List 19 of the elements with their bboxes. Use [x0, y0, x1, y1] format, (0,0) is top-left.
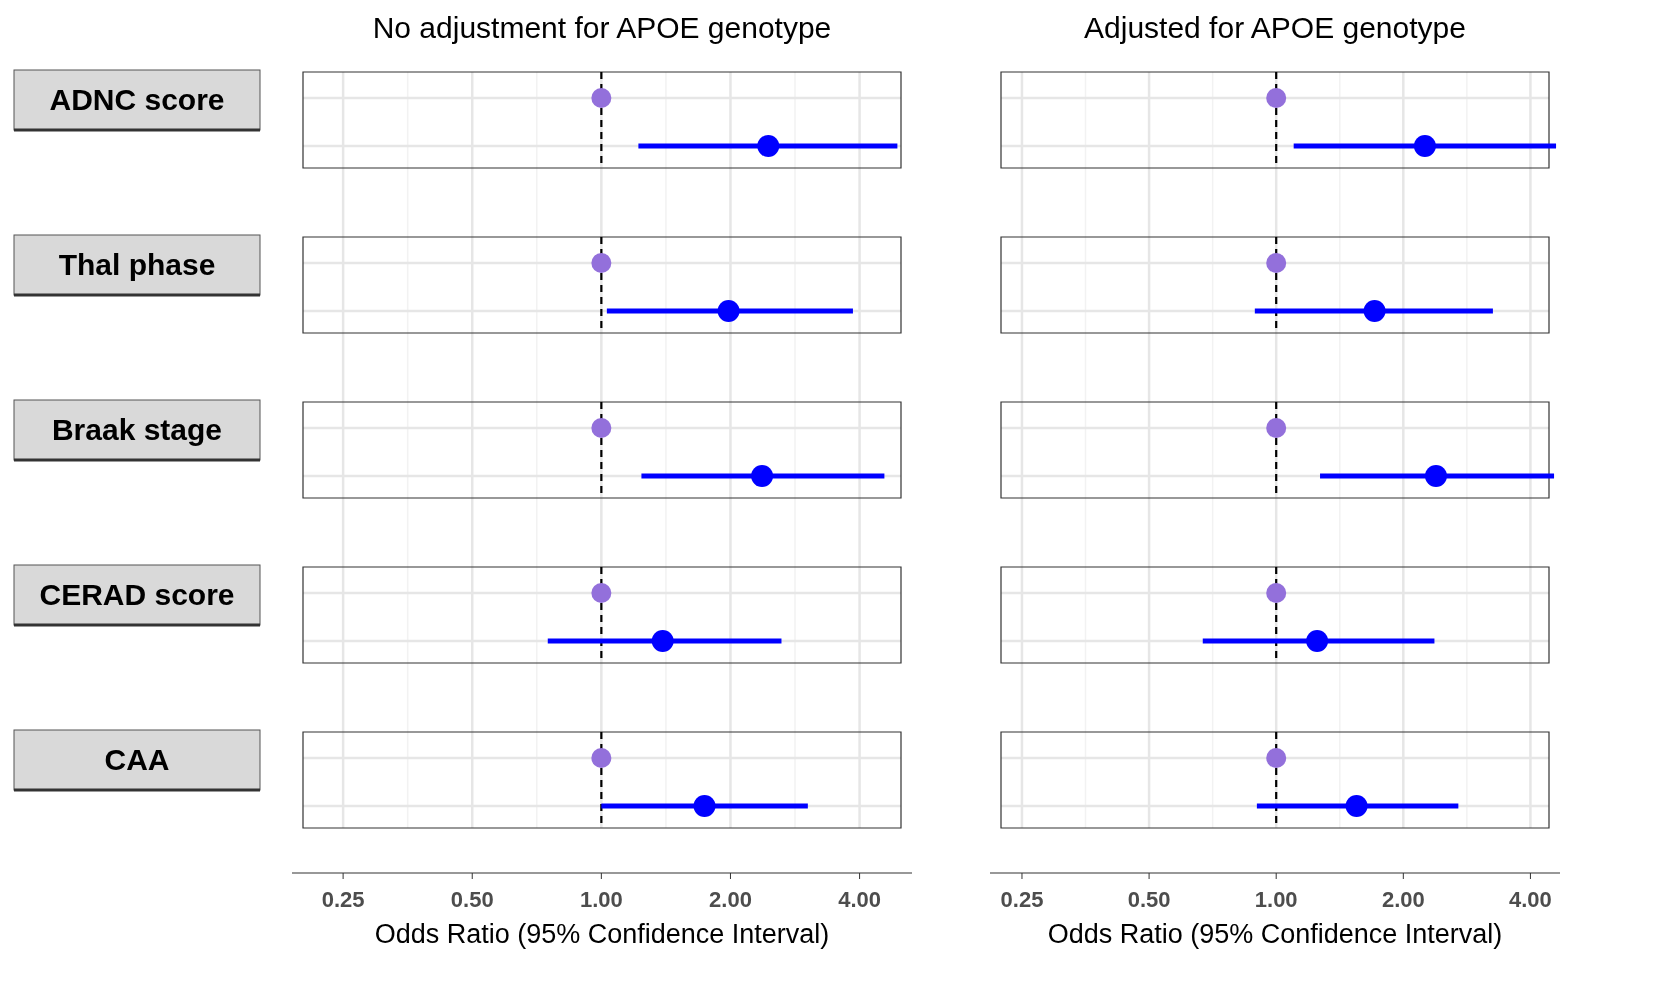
x-tick-label: 1.00 — [1254, 887, 1298, 912]
y-tick-label: CERAD score — [39, 578, 235, 611]
x-tick-label: 2.00 — [1381, 887, 1425, 912]
y-tick-label: Thal phase — [58, 248, 216, 281]
chart-title: No adjustment for APOE genotype — [372, 11, 832, 44]
x-tick-label: 4.00 — [838, 887, 881, 912]
x-tick-label: 2.00 — [709, 887, 752, 912]
y-tick-label: Braak stage — [51, 413, 223, 446]
y-tick-label: ADNC score — [49, 83, 225, 116]
x-tick-label: 0.25 — [1000, 887, 1044, 912]
x-tick-label: 4.00 — [1509, 887, 1552, 912]
x-axis-title: Odds Ratio (95% Confidence Interval) — [374, 919, 830, 949]
x-tick-label: 0.25 — [321, 887, 365, 912]
x-tick-label: 0.50 — [450, 887, 494, 912]
x-axis-title: Odds Ratio (95% Confidence Interval) — [1047, 919, 1503, 949]
chart-title: Adjusted for APOE genotype — [1084, 11, 1466, 44]
x-tick-label: 1.00 — [579, 887, 623, 912]
y-tick-label: CAA — [104, 743, 170, 776]
x-tick-label: 0.50 — [1127, 887, 1171, 912]
